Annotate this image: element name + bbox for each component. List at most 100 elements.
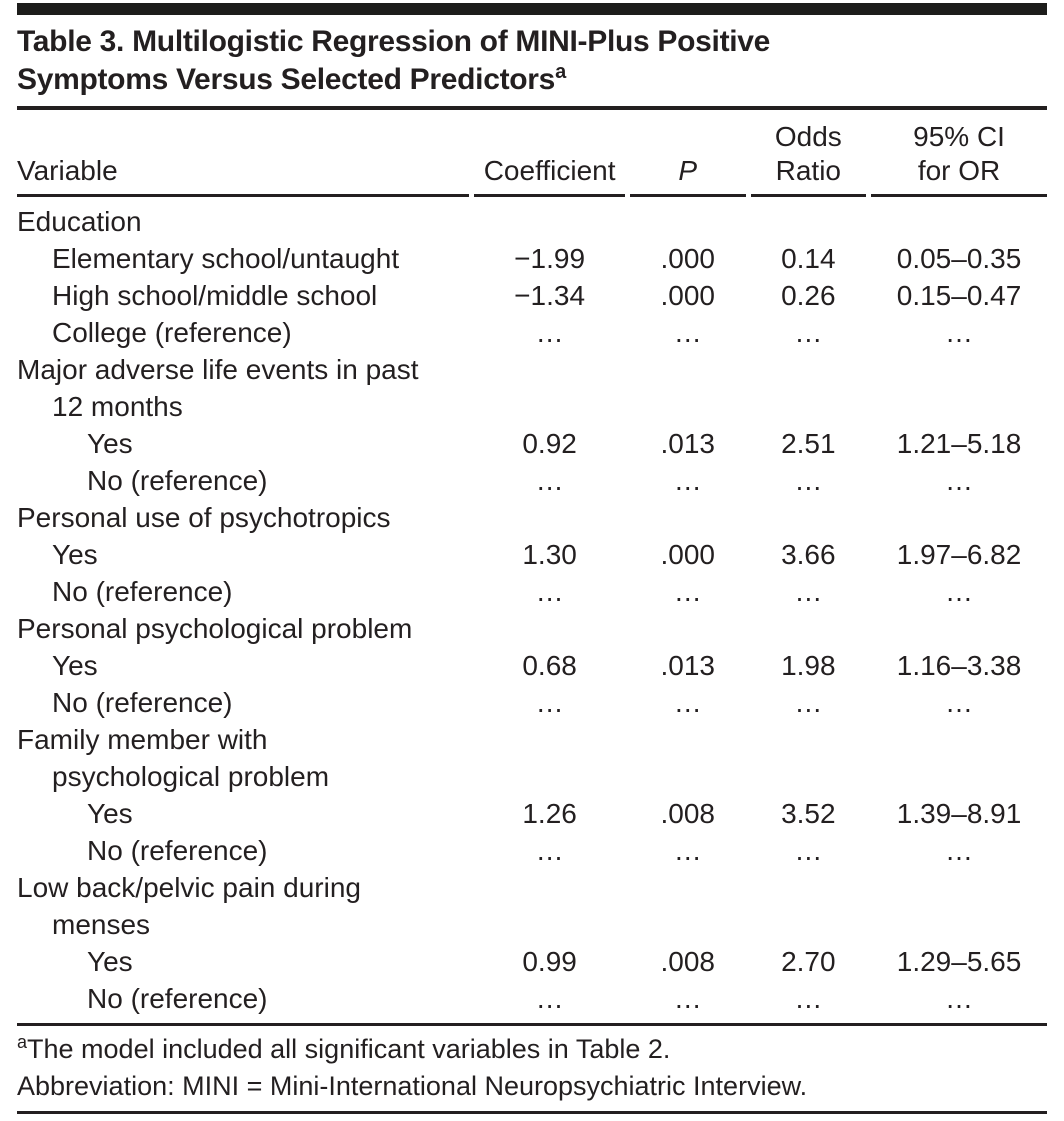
variable-cell: Yes: [87, 428, 133, 459]
ci-cell: 1.97–6.82: [896, 539, 1022, 570]
p-cell: .008: [660, 946, 716, 977]
coefficient-cell: …: [535, 687, 564, 718]
ci-cell: …: [945, 465, 974, 496]
ci-cell: 0.05–0.35: [896, 243, 1022, 274]
table-title: Table 3. Multilogistic Regression of MIN…: [17, 15, 1047, 106]
variable-cell: No (reference): [52, 687, 233, 718]
ci-cell: [871, 869, 1047, 906]
ci-cell: 1.21–5.18: [896, 428, 1022, 459]
ci-cell: [871, 610, 1047, 647]
column-header-variable: Variable: [17, 110, 470, 197]
odds-ratio-cell: 0.26: [781, 280, 836, 311]
column-header-coefficient: Coefficient: [474, 110, 625, 197]
coefficient-cell: 0.68: [522, 650, 577, 681]
ci-cell: …: [945, 576, 974, 607]
coefficient-cell: [474, 610, 625, 647]
odds-ratio-cell: …: [794, 835, 823, 866]
table-row: 12 months: [17, 388, 1047, 425]
odds-ratio-cell: [751, 610, 867, 647]
variable-cell: College (reference): [52, 317, 292, 348]
p-cell: …: [673, 317, 702, 348]
table-row: Education: [17, 197, 1047, 240]
table-row: Yes 0.68 .013 1.98 1.16–3.38: [17, 647, 1047, 684]
ci-cell: 1.29–5.65: [896, 946, 1022, 977]
odds-ratio-cell: 0.14: [781, 243, 836, 274]
table-row: Yes 0.99 .008 2.70 1.29–5.65: [17, 943, 1047, 980]
p-cell: [630, 351, 746, 388]
table-row: Elementary school/untaught −1.99 .000 0.…: [17, 240, 1047, 277]
header-top-rule: [17, 106, 1047, 110]
ci-cell: [871, 906, 1047, 943]
variable-cell: No (reference): [87, 983, 268, 1014]
header-row: Variable Coefficient P Odds Ratio 95% CI…: [17, 110, 1047, 197]
p-cell: [630, 499, 746, 536]
ci-cell: …: [945, 317, 974, 348]
odds-ratio-cell: 1.98: [781, 650, 836, 681]
ci-cell: [871, 499, 1047, 536]
variable-cell: menses: [52, 909, 151, 940]
coefficient-cell: …: [535, 317, 564, 348]
odds-ratio-cell: …: [794, 317, 823, 348]
coefficient-cell: −1.99: [514, 243, 586, 274]
ci-cell: [871, 758, 1047, 795]
table-row: Personal use of psychotropics: [17, 499, 1047, 536]
table-row: Low back/pelvic pain during: [17, 869, 1047, 906]
table-row: Major adverse life events in past: [17, 351, 1047, 388]
odds-ratio-cell: …: [794, 687, 823, 718]
table-title-footnote-marker: a: [555, 61, 566, 83]
table-row: Yes 0.92 .013 2.51 1.21–5.18: [17, 425, 1047, 462]
ci-cell: …: [945, 687, 974, 718]
footnote-a: aThe model included all significant vari…: [17, 1031, 1047, 1068]
variable-cell: Personal use of psychotropics: [17, 502, 391, 533]
variable-cell: Yes: [52, 650, 98, 681]
coefficient-cell: …: [535, 465, 564, 496]
coefficient-cell: [474, 721, 625, 758]
p-cell: [630, 758, 746, 795]
variable-cell: Education: [17, 206, 142, 237]
table-title-line1: Table 3. Multilogistic Regression of MIN…: [17, 25, 771, 58]
p-cell: …: [673, 687, 702, 718]
odds-ratio-cell: [751, 197, 867, 240]
table-row: No (reference) … … … …: [17, 832, 1047, 869]
variable-cell: Major adverse life events in past: [17, 354, 419, 385]
ci-cell: [871, 351, 1047, 388]
p-cell: [630, 869, 746, 906]
coefficient-cell: …: [535, 576, 564, 607]
odds-ratio-cell: …: [794, 465, 823, 496]
p-cell: [630, 197, 746, 240]
table-footnotes: aThe model included all significant vari…: [17, 1026, 1047, 1111]
ci-cell: [871, 721, 1047, 758]
odds-ratio-cell: [751, 869, 867, 906]
coefficient-cell: …: [535, 983, 564, 1014]
odds-ratio-cell: …: [794, 576, 823, 607]
table-row: Yes 1.30 .000 3.66 1.97–6.82: [17, 536, 1047, 573]
ci-cell: 0.15–0.47: [896, 280, 1022, 311]
coefficient-cell: 0.99: [522, 946, 577, 977]
odds-ratio-cell: [751, 906, 867, 943]
p-cell: .008: [660, 798, 716, 829]
column-header-p: P: [629, 110, 746, 197]
p-cell: …: [673, 983, 702, 1014]
odds-ratio-cell: [751, 388, 867, 425]
p-cell: .000: [660, 539, 716, 570]
table-top-bar: [17, 3, 1047, 15]
footnote-a-text: The model included all significant varia…: [27, 1034, 671, 1064]
p-cell: [630, 906, 746, 943]
table-row: No (reference) … … … …: [17, 462, 1047, 499]
ci-cell: 1.39–8.91: [896, 798, 1022, 829]
table-figure: Table 3. Multilogistic Regression of MIN…: [17, 3, 1047, 1114]
coefficient-cell: [474, 351, 625, 388]
odds-ratio-cell: [751, 351, 867, 388]
odds-ratio-cell: 3.52: [781, 798, 836, 829]
table-header: Variable Coefficient P Odds Ratio 95% CI…: [17, 110, 1047, 197]
coefficient-cell: …: [535, 835, 564, 866]
footnote-a-marker: a: [17, 1032, 28, 1052]
coefficient-cell: [474, 197, 625, 240]
variable-cell: psychological problem: [52, 761, 330, 792]
variable-cell: Elementary school/untaught: [52, 243, 400, 274]
variable-cell: No (reference): [87, 465, 268, 496]
odds-ratio-cell: 3.66: [781, 539, 836, 570]
p-cell: …: [673, 835, 702, 866]
odds-ratio-cell: 2.51: [781, 428, 836, 459]
odds-ratio-cell: …: [794, 983, 823, 1014]
